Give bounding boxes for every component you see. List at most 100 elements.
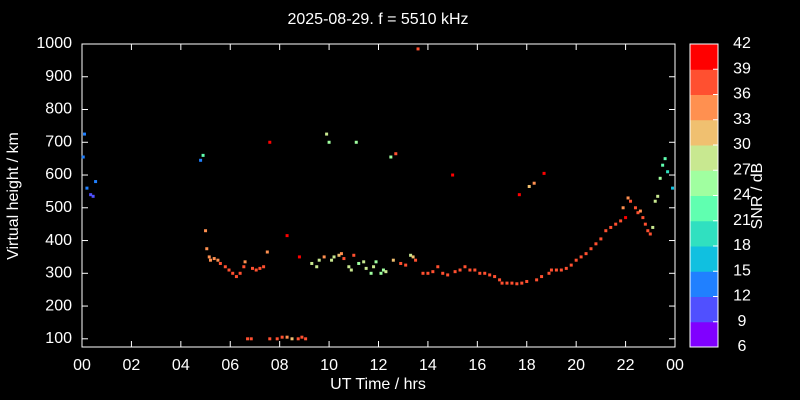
y-tick-label: 600: [45, 166, 72, 183]
data-point: [327, 140, 331, 144]
data-point: [246, 337, 250, 341]
data-point: [451, 173, 455, 177]
data-point: [488, 273, 492, 277]
data-point: [633, 206, 637, 210]
data-point: [532, 181, 536, 185]
data-point: [205, 247, 209, 251]
data-point: [478, 271, 482, 275]
y-tick-label: 1000: [36, 35, 72, 52]
data-point: [352, 253, 356, 257]
data-point: [296, 337, 300, 341]
colorbar-tick-label: 42: [733, 35, 751, 52]
data-point: [663, 157, 667, 161]
colorbar-tick-label: 27: [733, 161, 751, 178]
data-point: [199, 158, 203, 162]
colorbar-segment: [690, 220, 718, 247]
y-tick-label: 700: [45, 133, 72, 150]
data-point: [653, 199, 657, 203]
data-point: [201, 153, 205, 157]
data-point: [540, 275, 544, 279]
data-point: [574, 258, 578, 262]
y-tick-label: 500: [45, 199, 72, 216]
data-point: [381, 268, 385, 272]
data-point: [547, 271, 551, 275]
data-point: [268, 337, 272, 341]
data-point: [362, 260, 366, 264]
data-point: [619, 219, 623, 223]
data-point: [389, 155, 393, 159]
data-point: [483, 271, 487, 275]
x-tick-label: 10: [320, 357, 338, 374]
colorbar-tick-label: 21: [733, 212, 751, 229]
x-tick-label: 00: [73, 357, 91, 374]
colorbar-tick-label: 15: [733, 262, 751, 279]
data-point: [285, 335, 289, 339]
data-point: [265, 250, 269, 254]
data-point: [354, 140, 358, 144]
data-point: [275, 337, 279, 341]
data-point: [651, 225, 655, 229]
data-point: [297, 255, 301, 259]
data-point: [594, 242, 598, 246]
data-point: [527, 184, 531, 188]
data-point: [453, 270, 457, 274]
data-point: [473, 268, 477, 272]
data-point: [468, 268, 472, 272]
chart-title: 2025-08-29. f = 5510 kHz: [287, 11, 468, 28]
data-point: [629, 199, 633, 203]
data-point: [394, 152, 398, 156]
data-point: [285, 234, 289, 238]
colorbar-tick-label: 24: [733, 187, 751, 204]
x-tick-label: 06: [221, 357, 239, 374]
y-tick-label: 400: [45, 232, 72, 249]
data-point: [458, 268, 462, 272]
data-point: [636, 211, 640, 215]
data-point: [643, 222, 647, 226]
data-point: [520, 281, 524, 285]
data-point: [441, 271, 445, 275]
data-point: [554, 268, 558, 272]
colorbar-segment: [690, 246, 718, 272]
colorbar-segment: [690, 170, 718, 196]
data-point: [609, 225, 613, 229]
colorbar-tick-label: 6: [738, 338, 747, 355]
data-point: [207, 255, 211, 259]
data-point: [446, 273, 450, 277]
colorbar-segment: [690, 94, 718, 121]
data-point: [243, 260, 247, 264]
data-point: [599, 237, 603, 241]
x-tick-label: 16: [468, 357, 486, 374]
data-point: [671, 186, 675, 190]
data-point: [262, 265, 266, 269]
data-point: [218, 261, 222, 265]
data-point: [304, 337, 308, 341]
data-point: [81, 155, 85, 159]
data-point: [254, 268, 258, 272]
data-point: [391, 258, 395, 262]
data-point: [330, 258, 334, 262]
data-point: [404, 263, 408, 267]
data-point: [409, 253, 413, 257]
y-tick-label: 900: [45, 68, 72, 85]
data-point: [436, 265, 440, 269]
colorbar-tick-label: 9: [738, 313, 747, 330]
colorbar-segment: [690, 44, 718, 70]
data-point: [234, 275, 238, 279]
data-point: [656, 194, 660, 198]
data-point: [332, 255, 336, 259]
data-point: [89, 193, 93, 197]
data-point: [238, 271, 242, 275]
data-point: [414, 258, 418, 262]
y-tick-label: 300: [45, 265, 72, 282]
x-tick-label: 18: [518, 357, 536, 374]
data-point: [212, 257, 216, 261]
data-point: [658, 176, 662, 180]
colorbar-segment: [690, 69, 718, 95]
colorbar-segment: [690, 321, 718, 348]
data-point: [564, 266, 568, 270]
colorbar-tick-label: 39: [733, 60, 751, 77]
data-point: [91, 194, 95, 198]
data-point: [268, 140, 272, 144]
data-point: [500, 281, 504, 285]
